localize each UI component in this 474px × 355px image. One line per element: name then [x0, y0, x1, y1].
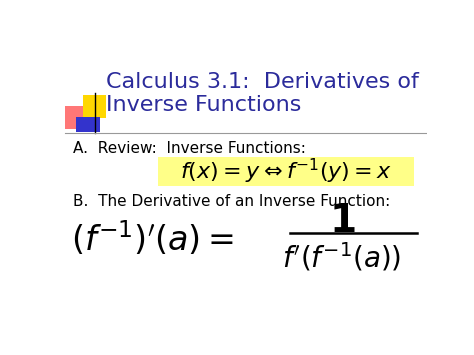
- Bar: [76, 116, 100, 132]
- Text: $f(x) = y \Leftrightarrow f^{-1}(y) = x$: $f(x) = y \Leftrightarrow f^{-1}(y) = x$: [180, 157, 392, 186]
- Text: $\mathbf{1}$: $\mathbf{1}$: [329, 202, 356, 240]
- Text: $(f^{-1})'(a) =$: $(f^{-1})'(a) =$: [71, 219, 234, 258]
- FancyBboxPatch shape: [158, 157, 414, 186]
- Text: Calculus 3.1:  Derivatives of: Calculus 3.1: Derivatives of: [106, 72, 419, 92]
- Bar: [65, 106, 89, 129]
- Text: $f'(f^{-1}(a))$: $f'(f^{-1}(a))$: [283, 240, 402, 273]
- Bar: [82, 95, 106, 118]
- Text: B.  The Derivative of an Inverse Function:: B. The Derivative of an Inverse Function…: [73, 193, 391, 208]
- Text: A.  Review:  Inverse Functions:: A. Review: Inverse Functions:: [73, 141, 306, 156]
- Text: Inverse Functions: Inverse Functions: [106, 95, 301, 115]
